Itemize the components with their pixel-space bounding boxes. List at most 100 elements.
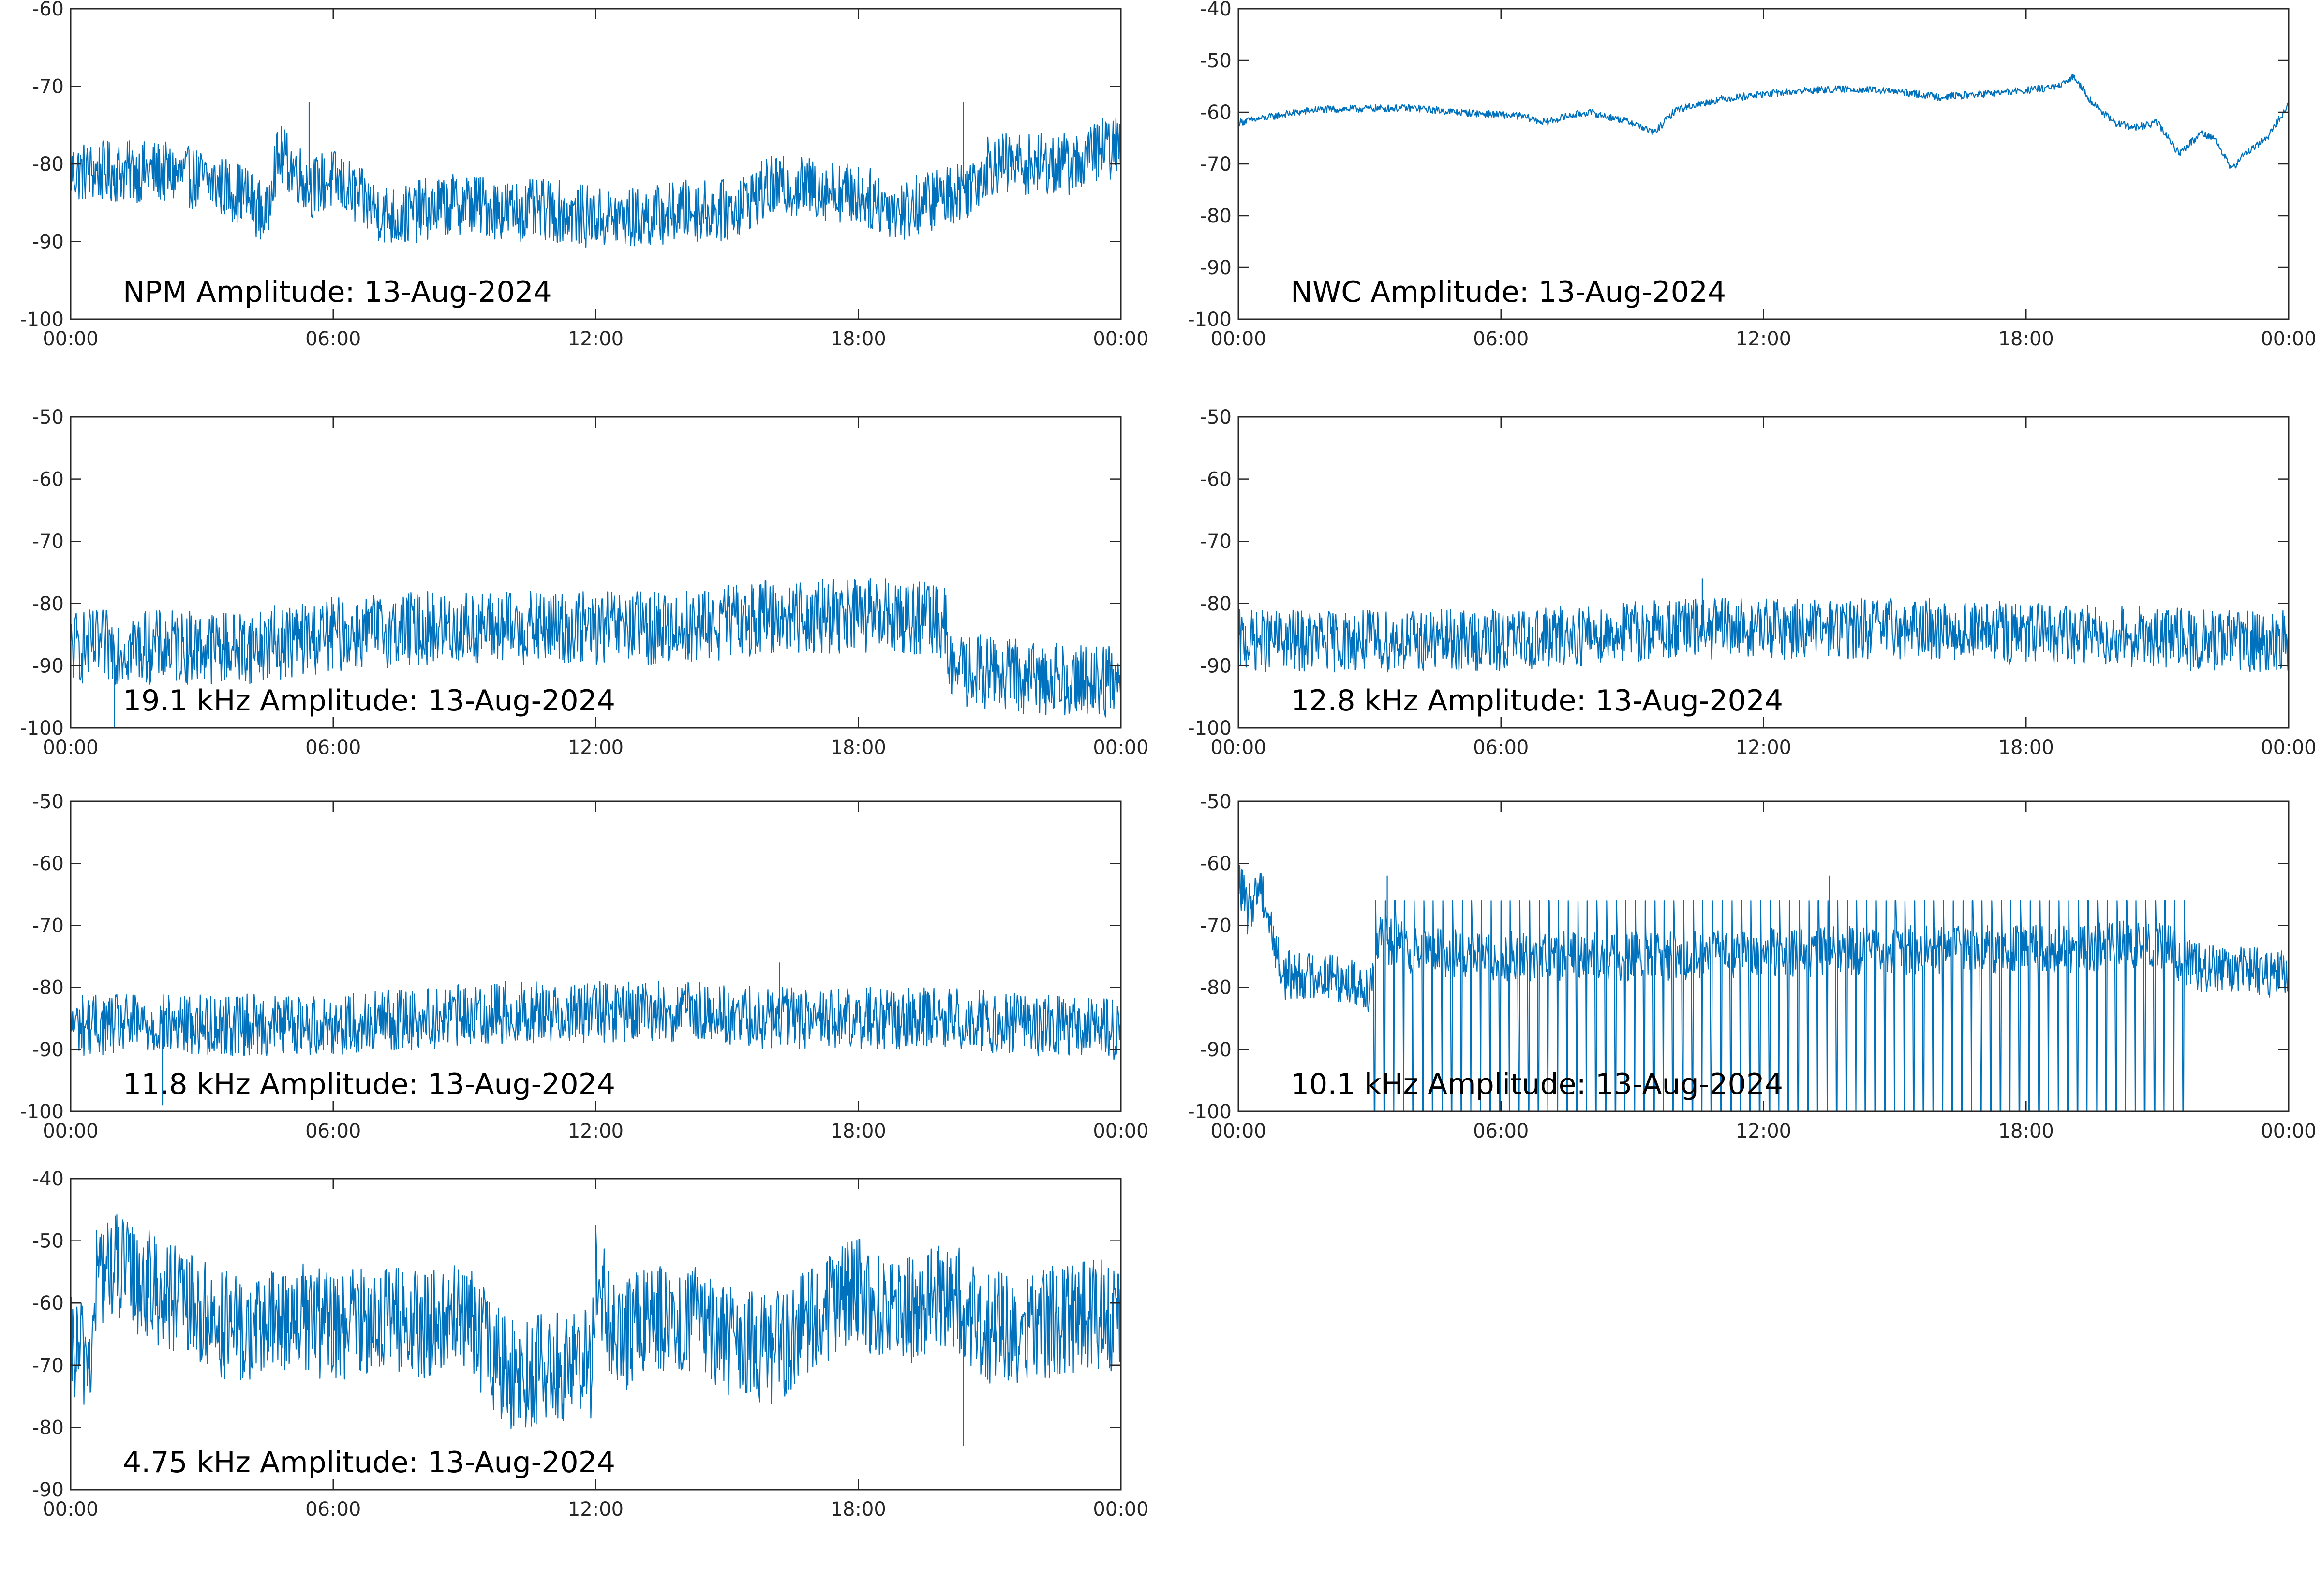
x-tick-label: 18:00 bbox=[831, 1120, 886, 1142]
y-tick-label: -80 bbox=[1200, 205, 1232, 227]
x-tick-label: 12:00 bbox=[1736, 328, 1791, 350]
y-tick-label: -80 bbox=[32, 1417, 64, 1439]
y-tick-label: -50 bbox=[1200, 791, 1232, 813]
x-tick-label: 00:00 bbox=[1093, 1498, 1148, 1521]
y-tick-label: -90 bbox=[1200, 257, 1232, 279]
y-tick-label: -100 bbox=[1188, 1101, 1232, 1123]
y-tick-label: -40 bbox=[1200, 0, 1232, 20]
y-tick-label: -40 bbox=[32, 1168, 64, 1190]
y-tick-label: -90 bbox=[1200, 1039, 1232, 1061]
x-tick-label: 06:00 bbox=[1473, 1120, 1529, 1142]
data-series-line bbox=[70, 102, 1122, 248]
x-tick-label: 00:00 bbox=[1210, 1120, 1266, 1142]
y-tick-label: -70 bbox=[32, 1355, 64, 1377]
plot-area bbox=[70, 416, 1122, 729]
y-tick-label: -90 bbox=[32, 655, 64, 677]
x-tick-label: 00:00 bbox=[2261, 328, 2316, 350]
x-tick-label: 12:00 bbox=[1736, 737, 1791, 759]
x-tick-label: 12:00 bbox=[568, 1498, 624, 1521]
x-tick-label: 06:00 bbox=[305, 737, 361, 759]
y-tick-label: -100 bbox=[1188, 717, 1232, 739]
y-tick-label: -70 bbox=[32, 76, 64, 98]
panel-title: NPM Amplitude: 13-Aug-2024 bbox=[123, 275, 552, 309]
y-tick-label: -50 bbox=[32, 1230, 64, 1253]
x-tick-label: 18:00 bbox=[831, 1498, 886, 1521]
y-tick-label: -60 bbox=[1200, 469, 1232, 491]
x-tick-label: 00:00 bbox=[1093, 1120, 1148, 1142]
x-tick-label: 00:00 bbox=[43, 737, 98, 759]
x-tick-label: 00:00 bbox=[2261, 737, 2316, 759]
x-tick-label: 18:00 bbox=[1998, 737, 2054, 759]
y-tick-label: -80 bbox=[32, 153, 64, 176]
y-tick-label: -60 bbox=[1200, 853, 1232, 875]
plot-area bbox=[70, 800, 1122, 1112]
y-tick-label: -80 bbox=[32, 593, 64, 615]
y-tick-label: -50 bbox=[32, 791, 64, 813]
x-tick-label: 00:00 bbox=[1210, 737, 1266, 759]
x-tick-label: 00:00 bbox=[43, 1498, 98, 1521]
x-tick-label: 00:00 bbox=[43, 1120, 98, 1142]
y-tick-label: -60 bbox=[32, 853, 64, 875]
plot-area bbox=[1237, 416, 2290, 729]
y-tick-label: -80 bbox=[1200, 593, 1232, 615]
panel-title: 11.8 kHz Amplitude: 13-Aug-2024 bbox=[123, 1067, 615, 1101]
y-tick-label: -70 bbox=[1200, 153, 1232, 176]
y-tick-label: -70 bbox=[1200, 915, 1232, 937]
y-tick-label: -100 bbox=[20, 1101, 64, 1123]
x-tick-label: 12:00 bbox=[568, 737, 624, 759]
y-tick-label: -50 bbox=[1200, 406, 1232, 429]
data-series-line bbox=[70, 1214, 1122, 1446]
y-tick-label: -90 bbox=[1200, 655, 1232, 677]
y-tick-label: -50 bbox=[1200, 50, 1232, 72]
y-tick-label: -90 bbox=[32, 1479, 64, 1501]
data-series-line bbox=[1237, 73, 2289, 169]
x-tick-label: 18:00 bbox=[831, 737, 886, 759]
x-tick-label: 06:00 bbox=[305, 1498, 361, 1521]
y-tick-label: -90 bbox=[32, 1039, 64, 1061]
y-tick-label: -100 bbox=[20, 717, 64, 739]
panel-title: 10.1 kHz Amplitude: 13-Aug-2024 bbox=[1291, 1067, 1783, 1101]
y-tick-label: -70 bbox=[32, 915, 64, 937]
plot-area bbox=[70, 8, 1122, 320]
data-series-line bbox=[1237, 856, 2290, 1112]
y-tick-label: -50 bbox=[32, 406, 64, 429]
y-tick-label: -60 bbox=[1200, 102, 1232, 124]
x-tick-label: 06:00 bbox=[305, 328, 361, 350]
y-tick-label: -70 bbox=[1200, 531, 1232, 553]
x-tick-label: 00:00 bbox=[1210, 328, 1266, 350]
y-tick-label: -100 bbox=[20, 309, 64, 331]
panel-title: NWC Amplitude: 13-Aug-2024 bbox=[1291, 275, 1726, 309]
panel-title: 4.75 kHz Amplitude: 13-Aug-2024 bbox=[123, 1446, 615, 1479]
x-tick-label: 00:00 bbox=[1093, 328, 1148, 350]
y-tick-label: -60 bbox=[32, 0, 64, 20]
y-tick-label: -60 bbox=[32, 1292, 64, 1315]
y-tick-label: -70 bbox=[32, 531, 64, 553]
panel-title: 19.1 kHz Amplitude: 13-Aug-2024 bbox=[123, 684, 615, 718]
y-tick-label: -90 bbox=[32, 231, 64, 253]
data-series-line bbox=[1237, 578, 2290, 673]
x-tick-label: 06:00 bbox=[305, 1120, 361, 1142]
x-tick-label: 18:00 bbox=[1998, 1120, 2054, 1142]
x-tick-label: 12:00 bbox=[568, 1120, 624, 1142]
y-tick-label: -60 bbox=[32, 469, 64, 491]
y-tick-label: -80 bbox=[32, 977, 64, 999]
x-tick-label: 18:00 bbox=[831, 328, 886, 350]
y-tick-label: -100 bbox=[1188, 309, 1232, 331]
x-tick-label: 12:00 bbox=[568, 328, 624, 350]
y-tick-label: -80 bbox=[1200, 977, 1232, 999]
x-tick-label: 06:00 bbox=[1473, 328, 1529, 350]
data-series-line bbox=[70, 578, 1122, 728]
plot-area bbox=[1237, 8, 2290, 320]
x-tick-label: 00:00 bbox=[2261, 1120, 2316, 1142]
x-tick-label: 00:00 bbox=[1093, 737, 1148, 759]
x-tick-label: 12:00 bbox=[1736, 1120, 1791, 1142]
x-tick-label: 18:00 bbox=[1998, 328, 2054, 350]
